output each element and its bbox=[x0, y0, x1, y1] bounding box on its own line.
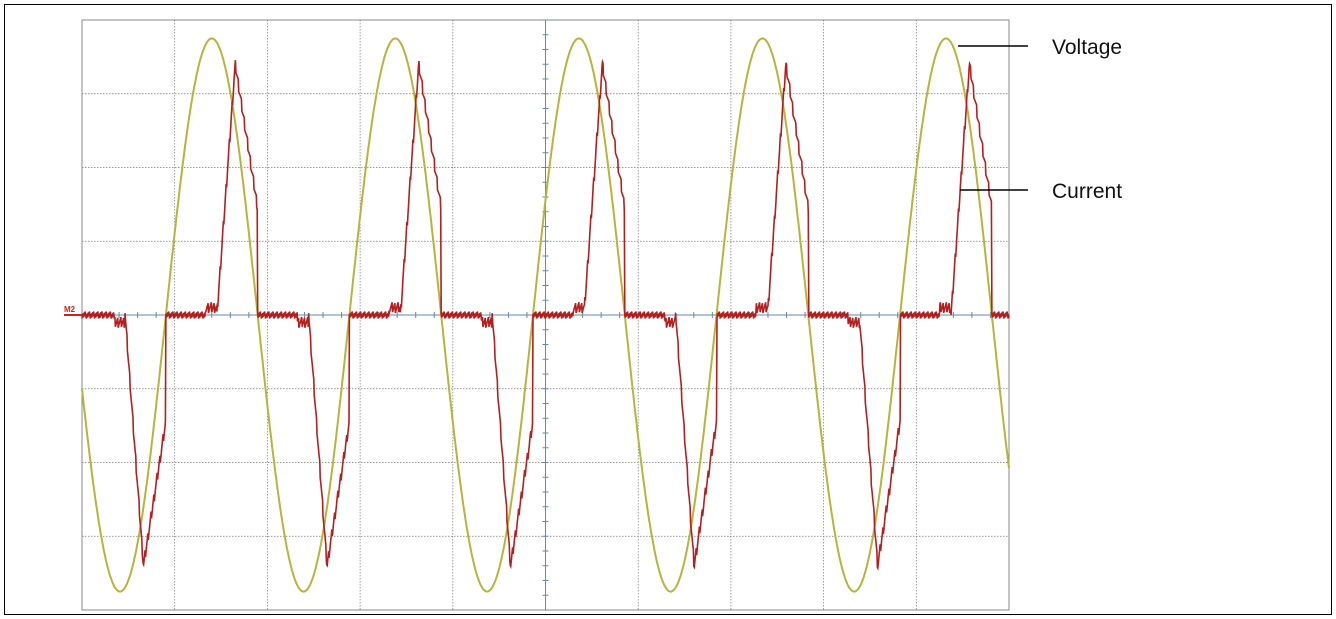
legend-voltage: Voltage bbox=[1052, 36, 1122, 59]
traces bbox=[81, 37, 1010, 593]
legend-current: Current bbox=[1052, 180, 1122, 203]
voltage-trace bbox=[81, 37, 1010, 593]
ground-marker-label: M2 bbox=[64, 305, 76, 314]
current-trace bbox=[81, 58, 1010, 571]
